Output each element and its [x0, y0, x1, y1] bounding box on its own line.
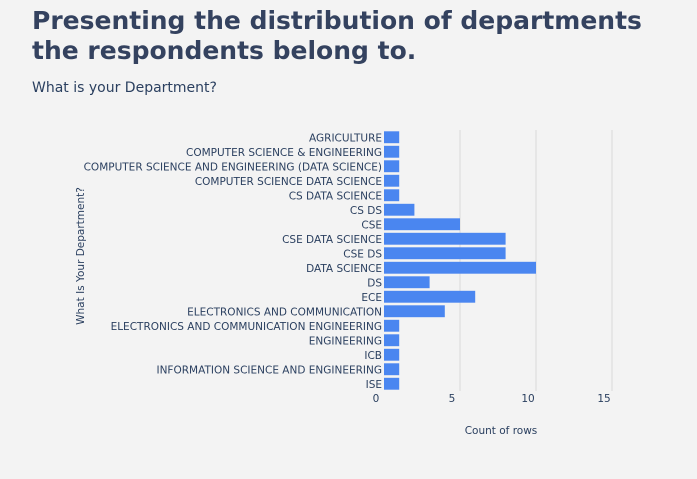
bar[interactable] [384, 348, 400, 361]
y-tick-label: ECE [361, 292, 382, 304]
y-tick-labels: AGRICULTURE COMPUTER SCIENCE & ENGINEERIN… [84, 132, 383, 391]
bar[interactable] [384, 319, 400, 332]
bar[interactable] [384, 218, 460, 231]
y-tick-label: ISE [366, 379, 382, 391]
x-tick-label: 10 [521, 393, 534, 405]
x-tick-label: 0 [373, 393, 380, 405]
y-tick-label: COMPUTER SCIENCE DATA SCIENCE [195, 176, 382, 188]
bar[interactable] [384, 290, 476, 303]
y-tick-label: ELECTRONICS AND COMMUNICATION [187, 306, 382, 318]
x-axis-title: Count of rows [465, 425, 538, 437]
y-tick-label: AGRICULTURE [309, 132, 382, 144]
y-tick-label: ENGINEERING [309, 335, 382, 347]
bars [384, 131, 536, 390]
y-tick-label: COMPUTER SCIENCE & ENGINEERING [186, 147, 382, 159]
bar[interactable] [384, 232, 506, 245]
y-tick-label: CS DATA SCIENCE [289, 190, 382, 202]
bar[interactable] [384, 305, 445, 318]
page-title: Presenting the distribution of departmen… [32, 6, 642, 65]
y-axis-title: What Is Your Department? [75, 187, 87, 325]
y-tick-label: COMPUTER SCIENCE AND ENGINEERING (DATA S… [84, 161, 382, 173]
y-tick-label: INFORMATION SCIENCE AND ENGINEERING [156, 364, 382, 376]
bar[interactable] [384, 131, 400, 144]
y-tick-label: DS [367, 277, 382, 289]
bar[interactable] [384, 363, 400, 376]
y-tick-label: ELECTRONICS AND COMMUNICATION ENGINEERIN… [111, 321, 382, 333]
bar[interactable] [384, 174, 400, 187]
bar[interactable] [384, 145, 400, 158]
bar[interactable] [384, 377, 400, 390]
y-tick-label: CSE [361, 219, 382, 231]
y-tick-label: CS DS [350, 205, 382, 217]
page-subtitle: What is your Department? [32, 80, 217, 96]
x-tick-label: 15 [597, 393, 610, 405]
x-tick-labels: 0 5 10 15 [373, 393, 611, 405]
y-tick-label: CSE DATA SCIENCE [282, 234, 382, 246]
y-tick-label: CSE DS [343, 248, 382, 260]
grid-lines [459, 130, 613, 391]
x-tick-label: 5 [449, 393, 456, 405]
y-tick-label: ICB [364, 350, 382, 362]
bar[interactable] [384, 203, 415, 216]
bar[interactable] [384, 247, 506, 260]
bar[interactable] [384, 261, 536, 274]
bar[interactable] [384, 160, 400, 173]
bar[interactable] [384, 189, 400, 202]
y-tick-label: DATA SCIENCE [306, 263, 382, 275]
bar[interactable] [384, 334, 400, 347]
bar[interactable] [384, 276, 430, 289]
